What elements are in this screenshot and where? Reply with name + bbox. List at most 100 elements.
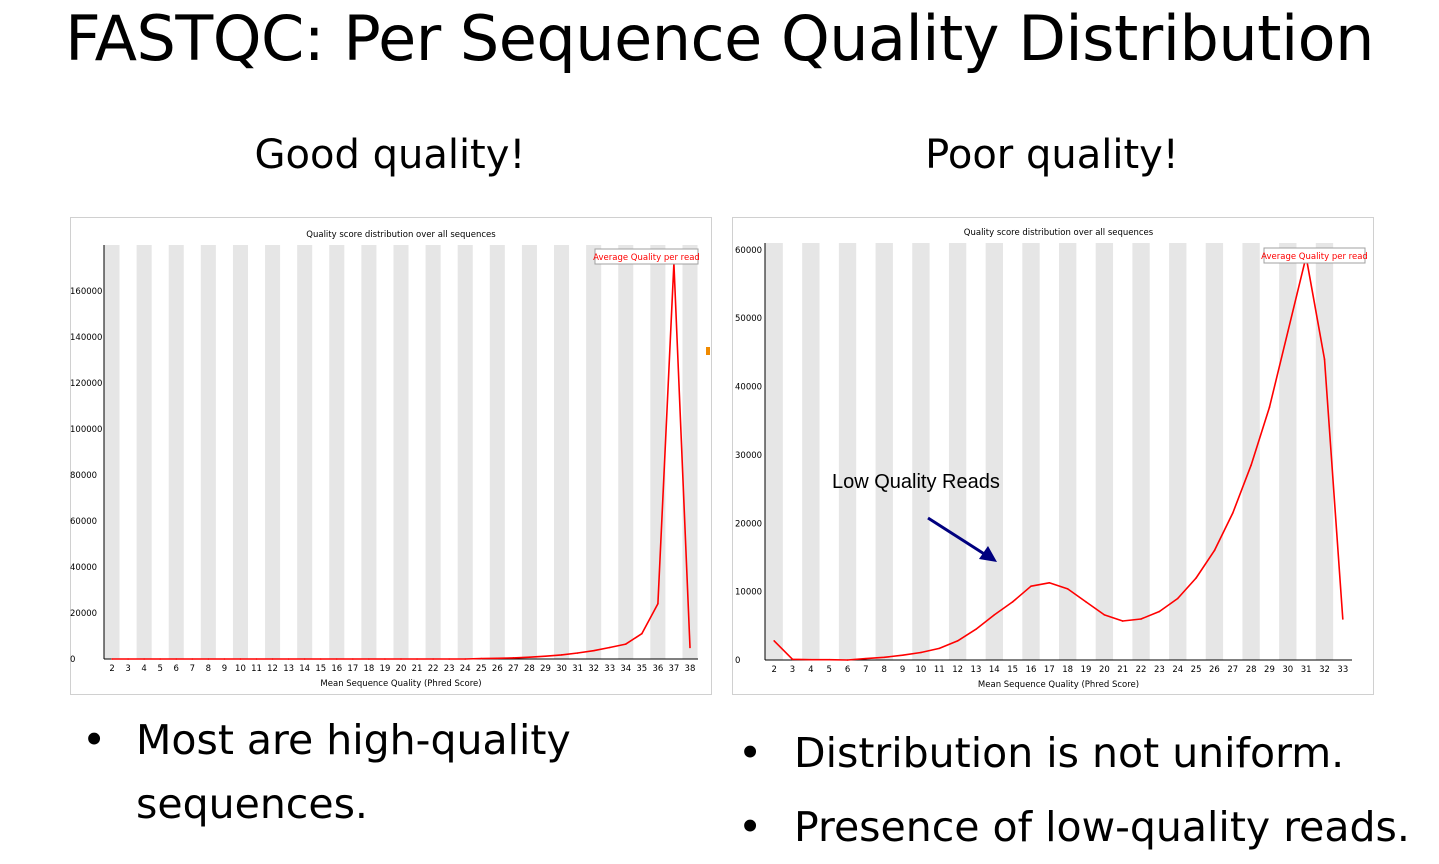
data-point (287, 658, 290, 660)
x-tick-label: 4 (808, 665, 813, 675)
x-tick-label: 29 (540, 664, 551, 674)
x-tick-label: 37 (669, 664, 680, 674)
grid-band (1022, 243, 1040, 660)
legend-box (594, 248, 699, 265)
data-point (1268, 406, 1271, 408)
data-point (191, 658, 194, 660)
right-bullet-list: Distribution is not uniform. Presence of… (732, 716, 1432, 864)
x-tick-label: 13 (283, 664, 294, 674)
right-bullet-item: Presence of low-quality reads. (732, 790, 1432, 864)
chart-title: Quality score distribution over all sequ… (964, 228, 1154, 238)
x-tick-label: 25 (476, 664, 487, 674)
x-tick-label: 4 (141, 664, 146, 674)
data-point (975, 628, 977, 631)
x-tick-label: 29 (1264, 665, 1275, 675)
grid-band (521, 245, 537, 659)
x-tick-label: 36 (652, 664, 663, 674)
grid-band (1205, 243, 1224, 660)
x-tick-label: 12 (952, 665, 963, 675)
x-tick-label: 9 (222, 664, 227, 674)
grid-band (489, 245, 505, 659)
x-tick-label: 30 (1282, 665, 1293, 675)
y-tick-label: 120000 (70, 379, 102, 389)
annotation-arrow-head (979, 546, 997, 562)
x-tick-label: 32 (1319, 665, 1330, 675)
x-tick-label: 28 (1246, 665, 1257, 675)
x-tick-label: 8 (882, 665, 887, 675)
data-point (127, 658, 129, 660)
data-point (689, 646, 691, 649)
data-point (223, 658, 226, 660)
x-tick-label: 14 (989, 665, 1000, 675)
data-point (846, 659, 849, 661)
grid-band (1169, 243, 1187, 660)
grid-band (457, 245, 473, 659)
data-point (810, 658, 812, 661)
data-point (624, 643, 627, 645)
x-tick-label: 16 (1026, 665, 1037, 675)
data-point (111, 658, 113, 660)
data-point (464, 658, 467, 660)
grid-band (838, 243, 857, 660)
data-point (416, 658, 418, 660)
legend-label: Average Quality per read (1261, 252, 1368, 262)
data-point (592, 649, 595, 652)
x-tick-label: 5 (157, 664, 162, 674)
grid-band (948, 243, 967, 660)
x-tick-label: 23 (444, 664, 455, 674)
data-point (828, 658, 831, 661)
x-tick-label: 5 (826, 665, 831, 675)
data-point (400, 658, 402, 660)
data-point (657, 603, 659, 605)
left-bullet-item: Most are high-quality sequences. (74, 708, 634, 836)
data-point (1231, 512, 1234, 514)
data-point (1030, 585, 1032, 587)
data-point (641, 632, 643, 635)
x-tick-label: 17 (1044, 665, 1055, 675)
x-tick-label: 3 (790, 665, 795, 675)
x-tick-label: 26 (492, 664, 503, 674)
grid-band (265, 245, 281, 659)
x-tick-label: 21 (412, 664, 423, 674)
grid-band (912, 243, 930, 660)
data-point (1140, 618, 1142, 620)
x-tick-label: 32 (588, 664, 599, 674)
data-point (773, 640, 775, 642)
grid-band (1242, 243, 1260, 660)
grid-band (168, 245, 184, 659)
legend: Average Quality per read (1261, 247, 1368, 264)
y-tick-label: 100000 (70, 425, 102, 435)
x-tick-label: 31 (1301, 665, 1312, 675)
grid-band (586, 245, 602, 659)
x-axis-label: Mean Sequence Quality (Phred Score) (978, 680, 1139, 690)
data-point (1286, 331, 1289, 333)
data-point (175, 658, 178, 660)
chart-frame (732, 217, 1374, 695)
data-point (448, 658, 450, 660)
data-point (1250, 464, 1252, 466)
data-point (1048, 581, 1051, 584)
data-point (384, 658, 386, 660)
x-tick-label: 38 (685, 664, 696, 674)
grid-band (200, 245, 216, 659)
grid-band (1059, 243, 1077, 660)
data-point (608, 646, 611, 649)
data-point (159, 658, 161, 660)
grid-band (361, 245, 377, 659)
x-tick-label: 34 (620, 664, 631, 674)
x-tick-label: 8 (206, 664, 211, 674)
x-tick-label: 15 (315, 664, 326, 674)
x-tick-label: 33 (1337, 665, 1348, 675)
slide-title: FASTQC: Per Sequence Quality Distributio… (65, 2, 1374, 75)
x-tick-label: 6 (174, 664, 179, 674)
good-quality-chart: Quality score distribution over all sequ… (70, 217, 712, 695)
y-tick-label: 160000 (70, 287, 102, 297)
y-tick-label: 20000 (70, 609, 97, 619)
data-point (207, 658, 210, 660)
data-point (1066, 588, 1069, 590)
y-tick-label: 60000 (70, 517, 97, 527)
data-point (303, 658, 306, 660)
data-point (560, 654, 563, 656)
grid-band (104, 245, 120, 659)
x-tick-label: 22 (428, 664, 439, 674)
